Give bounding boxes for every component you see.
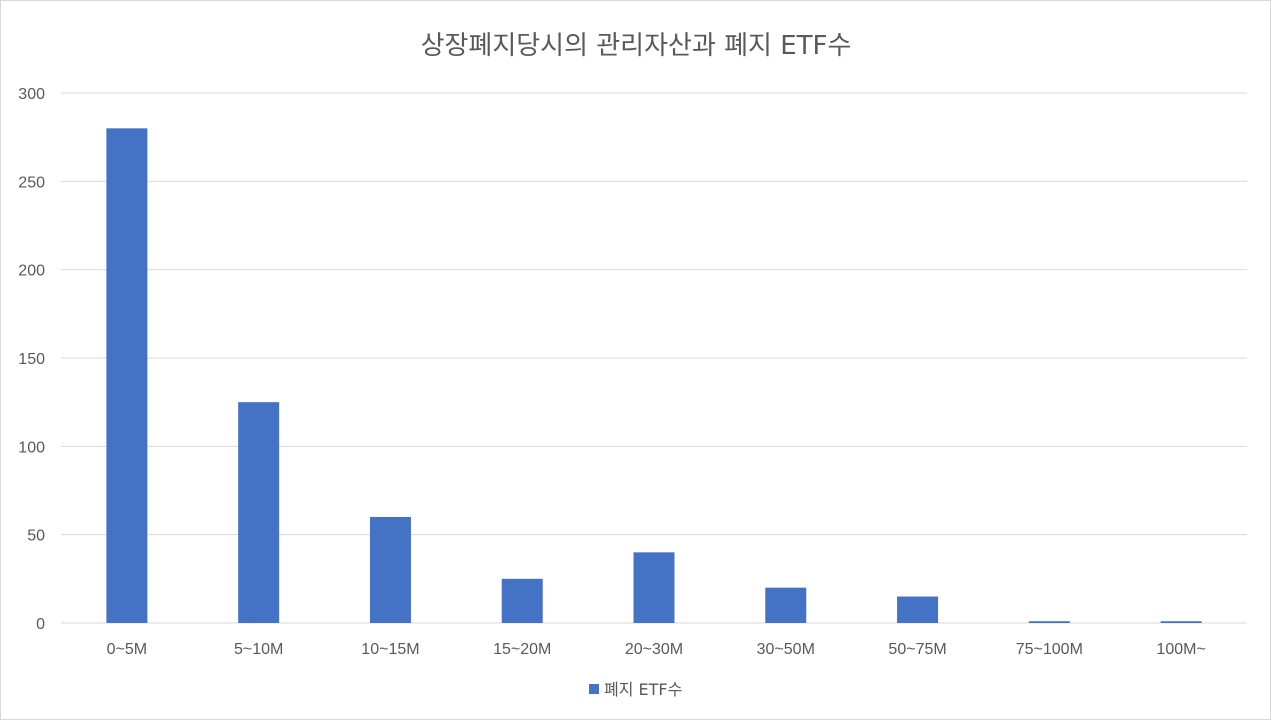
- bar: [369, 517, 411, 623]
- y-tick-label: 100: [18, 439, 45, 456]
- y-tick-label: 0: [36, 616, 45, 633]
- legend: 폐지 ETF수: [589, 680, 682, 699]
- bar: [633, 552, 675, 623]
- bar: [765, 587, 807, 623]
- x-tick-label: 20~30M: [625, 641, 683, 658]
- x-tick-label: 50~75M: [888, 641, 946, 658]
- x-axis-tick-labels: 0~5M 5~10M 10~15M 15~20M 20~30M 30~50M 50~75M 7…: [107, 641, 1206, 658]
- bar: [1028, 621, 1070, 623]
- y-tick-label: 50: [27, 528, 45, 545]
- chart-title: 상장폐지당시의 관리자산과 폐지 ETF수: [421, 31, 852, 61]
- x-tick-label: 0~5M: [107, 641, 147, 658]
- x-tick-label: 100M~: [1156, 641, 1205, 658]
- bar: [238, 402, 280, 623]
- legend-swatch: [589, 684, 599, 694]
- bar: [501, 578, 543, 623]
- x-tick-label: 10~15M: [361, 641, 419, 658]
- x-tick-label: 75~100M: [1016, 641, 1083, 658]
- legend-label: 폐지 ETF수: [604, 680, 682, 699]
- y-tick-label: 200: [18, 263, 45, 280]
- y-axis-tick-labels: 0 50 100 150 200 250 300: [18, 86, 45, 633]
- bar: [897, 596, 939, 623]
- y-tick-label: 150: [18, 351, 45, 368]
- x-tick-label: 30~50M: [757, 641, 815, 658]
- y-tick-label: 300: [18, 86, 45, 103]
- bars: [106, 128, 1202, 623]
- bar: [106, 128, 148, 623]
- y-tick-label: 250: [18, 174, 45, 191]
- x-tick-label: 5~10M: [234, 641, 283, 658]
- bar: [1160, 621, 1202, 623]
- x-tick-label: 15~20M: [493, 641, 551, 658]
